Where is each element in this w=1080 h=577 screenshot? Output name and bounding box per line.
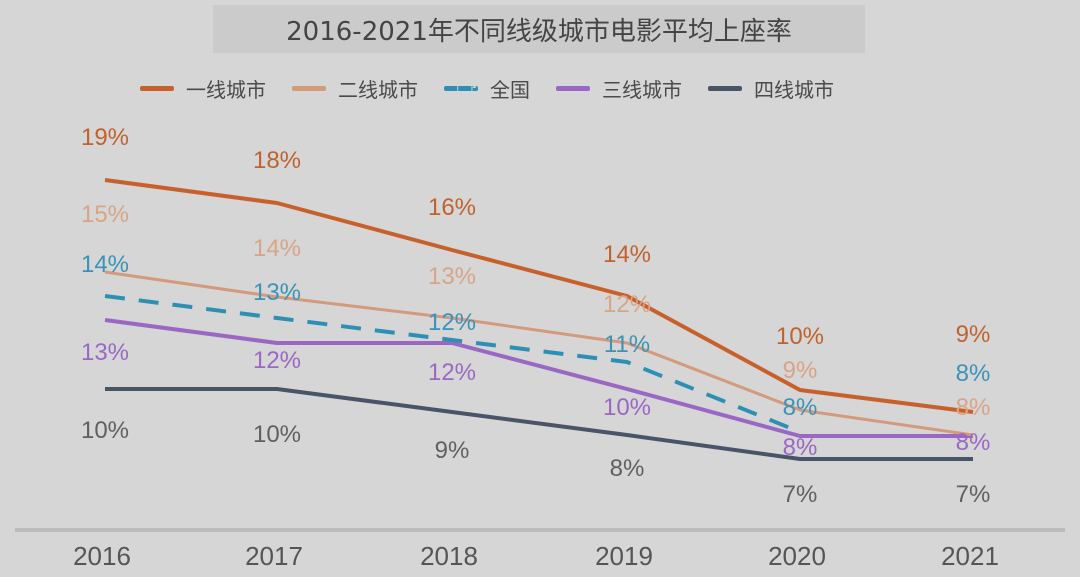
data-label-tier1: 10%: [776, 323, 824, 350]
data-label-tier4: 10%: [81, 417, 129, 444]
x-tick-label: 2018: [420, 541, 478, 571]
data-label-tier4: 9%: [435, 437, 470, 464]
data-label-tier1: 9%: [956, 321, 991, 348]
series-line-tier2: [104, 270, 974, 437]
data-label-tier4: 8%: [610, 455, 645, 482]
legend-item-tier4[interactable]: 四线城市: [708, 74, 834, 103]
legend-item-tier3[interactable]: 三线城市: [556, 74, 682, 103]
series-line-tier3: [104, 318, 973, 438]
data-label-tier3: 12%: [428, 359, 476, 386]
data-label-tier1: 14%: [603, 241, 651, 268]
data-label-tier1: 19%: [81, 124, 129, 151]
series-line-tier4: [105, 387, 973, 461]
data-label-national: 8%: [956, 360, 991, 387]
data-label-national: 14%: [81, 251, 129, 278]
legend-label-tier4: 四线城市: [754, 78, 834, 102]
data-label-tier4: 10%: [253, 421, 301, 448]
legend-item-tier2[interactable]: 二线城市: [292, 74, 418, 103]
data-label-tier3: 10%: [603, 394, 651, 421]
data-label-tier2: 13%: [428, 263, 476, 290]
legend-swatch-tier1: [140, 86, 174, 91]
data-label-tier2: 15%: [81, 201, 129, 228]
legend-swatch-tier2: [292, 86, 326, 91]
data-label-tier3: 12%: [253, 347, 301, 374]
data-label-tier4: 7%: [956, 481, 991, 508]
series-line-tier1: [104, 178, 974, 414]
data-label-tier1: 18%: [253, 147, 301, 174]
legend-swatch-tier3: [556, 86, 590, 91]
data-label-tier2: 12%: [603, 291, 651, 318]
chart-title-box: 2016-2021年不同线级城市电影平均上座率: [213, 5, 865, 53]
data-label-national: 13%: [253, 279, 301, 306]
data-label-tier3: 8%: [956, 429, 991, 456]
legend-label-tier3: 三线城市: [602, 78, 682, 102]
chart-title: 2016-2021年不同线级城市电影平均上座率: [286, 16, 792, 47]
data-label-tier2: 14%: [253, 235, 301, 262]
legend-swatch-national: [444, 86, 478, 91]
data-label-tier3: 8%: [783, 434, 818, 461]
data-label-tier2: 8%: [956, 394, 991, 421]
x-tick-label: 2021: [941, 541, 999, 571]
legend: 一线城市 二线城市 全国 三线城市 四线城市: [140, 74, 860, 103]
legend-swatch-tier4: [708, 86, 742, 91]
legend-item-national[interactable]: 全国: [444, 74, 530, 103]
data-label-tier1: 16%: [428, 194, 476, 221]
data-label-tier4: 7%: [783, 481, 818, 508]
legend-label-tier2: 二线城市: [338, 78, 418, 102]
legend-label-national: 全国: [490, 78, 530, 102]
x-tick-label: 2020: [768, 541, 826, 571]
x-tick-label: 2019: [595, 541, 653, 571]
legend-label-tier1: 一线城市: [186, 78, 266, 102]
data-label-tier2: 9%: [783, 357, 818, 384]
legend-item-tier1[interactable]: 一线城市: [140, 74, 266, 103]
x-tick-label: 2016: [73, 541, 131, 571]
data-label-national: 8%: [783, 394, 818, 421]
data-label-national: 11%: [604, 331, 650, 358]
data-label-national: 12%: [428, 309, 476, 336]
data-label-tier3: 13%: [81, 339, 129, 366]
x-tick-label: 2017: [245, 541, 303, 571]
